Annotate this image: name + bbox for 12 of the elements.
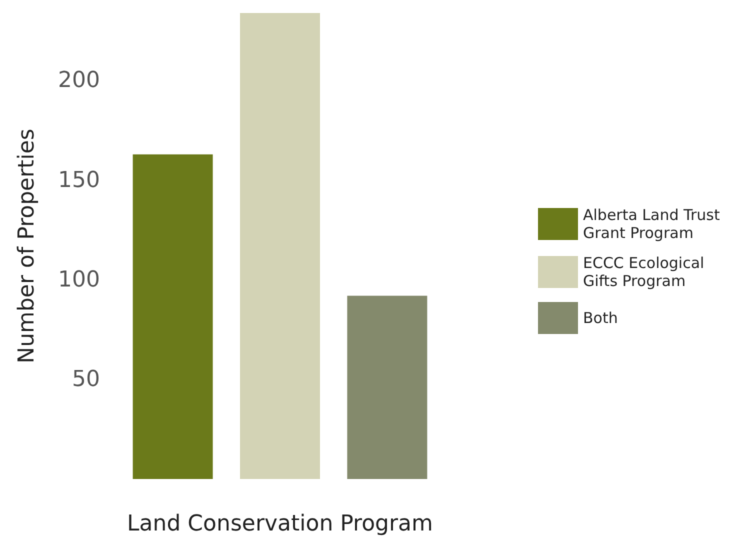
y-tick-label: 100	[58, 267, 100, 292]
bar	[347, 296, 428, 479]
y-tick-label: 200	[58, 68, 100, 94]
legend-label: ECCC Ecological Gifts Program	[583, 254, 709, 290]
bar	[240, 13, 320, 479]
y-axis-title: Number of Properties	[14, 128, 40, 364]
y-tick-label: 50	[72, 366, 100, 392]
bar	[132, 154, 213, 479]
y-tick-label: 150	[58, 168, 100, 193]
legend-label: Both	[583, 309, 618, 327]
x-axis-title: Land Conservation Program	[127, 512, 433, 536]
legend-label: Alberta Land Trust Grant Program	[583, 206, 725, 242]
